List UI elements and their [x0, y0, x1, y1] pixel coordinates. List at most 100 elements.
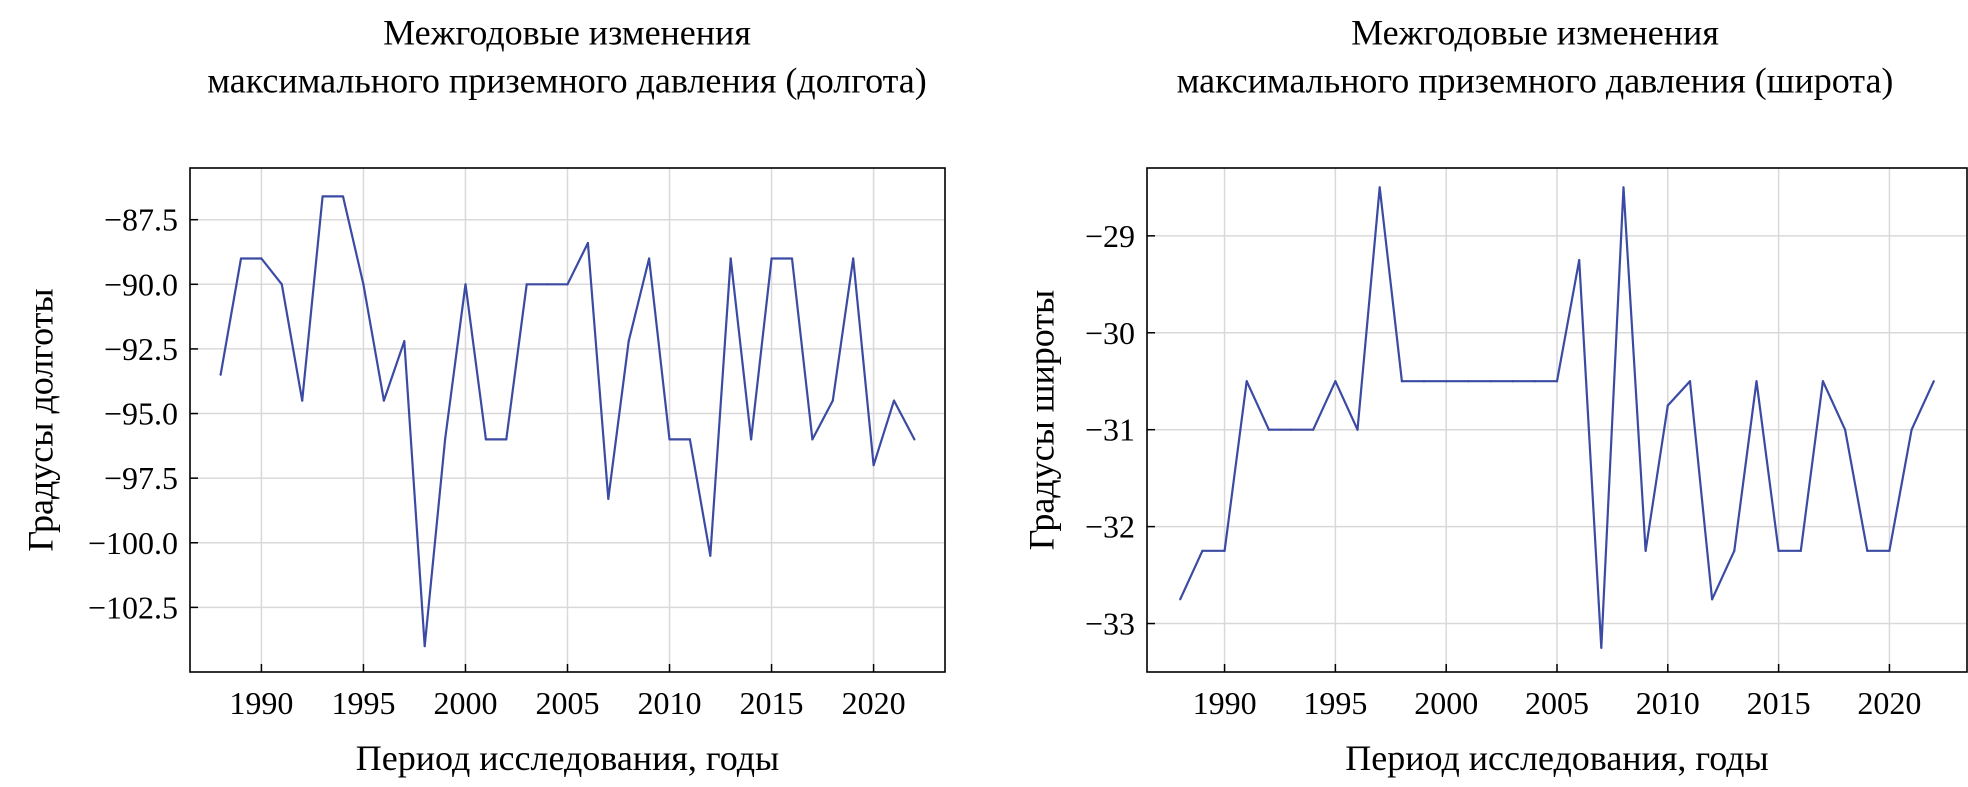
y-axis-label: Градусы долготы	[20, 288, 60, 551]
data-point	[709, 554, 712, 557]
chart-longitude: Межгодовые изменения максимального призем…	[20, 12, 946, 778]
data-point	[1445, 380, 1448, 383]
data-point	[341, 195, 345, 198]
data-point	[790, 257, 794, 260]
data-point	[1312, 428, 1315, 431]
data-point	[1378, 186, 1381, 189]
data-point	[1666, 404, 1669, 407]
data-point	[1245, 380, 1248, 383]
y-tick-label: −31	[1085, 412, 1135, 448]
x-tick-label: 2000	[1414, 685, 1478, 721]
data-point	[1267, 428, 1270, 431]
data-point	[811, 438, 814, 441]
data-point	[892, 399, 896, 402]
x-axis-label: Период исследования, годы	[356, 738, 779, 778]
y-tick-label: −30	[1085, 315, 1135, 351]
data-point	[852, 257, 855, 260]
data-point	[1223, 549, 1226, 552]
x-tick-label: 1990	[229, 685, 293, 721]
data-point	[1179, 598, 1182, 601]
data-point	[1400, 380, 1403, 383]
data-point	[239, 257, 243, 260]
data-point	[831, 399, 834, 402]
data-point	[321, 195, 324, 198]
data-point	[1644, 549, 1647, 552]
data-point	[1533, 380, 1536, 383]
data-point	[464, 283, 467, 286]
x-tick-label: 2015	[740, 685, 804, 721]
y-axis-label: Градусы широты	[1021, 290, 1061, 550]
x-tick-label: 2010	[638, 685, 702, 721]
y-tick-label: −100.0	[88, 525, 178, 561]
data-point	[1600, 646, 1603, 649]
data-point	[280, 283, 283, 286]
y-tick-label: −29	[1085, 218, 1135, 254]
data-point	[1888, 549, 1891, 552]
data-point	[423, 645, 426, 648]
y-tick-label: −97.5	[104, 460, 178, 496]
x-tick-label: 1995	[331, 685, 395, 721]
data-point	[1422, 380, 1426, 383]
x-tick-label: 2000	[433, 685, 497, 721]
y-tick-label: −33	[1085, 606, 1135, 642]
x-tick-label: 2020	[1857, 685, 1921, 721]
data-point	[1489, 380, 1492, 383]
x-tick-label: 2005	[536, 685, 600, 721]
x-tick-label: 1990	[1193, 685, 1257, 721]
x-tick-label: 1995	[1303, 685, 1367, 721]
chart-title-line-1: Межгодовые изменения	[1351, 12, 1719, 52]
y-tick-label: −87.5	[104, 202, 178, 238]
data-point	[1866, 549, 1869, 552]
data-point	[1356, 428, 1359, 431]
y-tick-label: −92.5	[104, 331, 178, 367]
data-point	[1688, 380, 1692, 383]
x-axis-label: Период исследования, годы	[1345, 738, 1768, 778]
data-point	[403, 340, 406, 343]
data-point	[1844, 428, 1847, 431]
data-point	[1910, 428, 1913, 431]
chart-title-line-1: Межгодовые изменения	[383, 12, 751, 52]
y-tick-label: −90.0	[104, 266, 178, 302]
x-tick-label: 2020	[842, 685, 906, 721]
data-point	[770, 257, 773, 260]
data-point	[525, 283, 528, 286]
data-point	[586, 241, 590, 245]
data-point	[750, 438, 753, 441]
data-point	[1334, 380, 1337, 383]
chart-latitude: Межгодовые изменения максимального призем…	[1021, 12, 1968, 778]
data-point	[1777, 549, 1780, 552]
data-point	[443, 438, 447, 441]
data-point	[688, 438, 692, 441]
data-point	[545, 283, 549, 286]
data-point	[1932, 380, 1935, 383]
data-point	[301, 399, 304, 402]
x-tick-label: 2010	[1636, 685, 1700, 721]
data-point	[1711, 598, 1714, 601]
y-tick-label: −32	[1085, 509, 1135, 545]
y-tick-label: −102.5	[88, 589, 178, 625]
data-point	[1467, 380, 1470, 383]
data-point	[872, 464, 875, 467]
data-point	[729, 257, 732, 260]
data-point	[913, 438, 916, 441]
data-point	[648, 257, 651, 260]
y-tick-label: −95.0	[104, 396, 178, 432]
data-point	[1821, 380, 1825, 383]
data-point	[668, 438, 671, 441]
data-point	[1578, 258, 1581, 262]
data-point	[260, 257, 263, 260]
data-point	[1555, 380, 1559, 383]
data-point	[1201, 549, 1204, 552]
data-point	[362, 283, 365, 286]
data-point	[1799, 549, 1802, 552]
x-tick-label: 2005	[1525, 685, 1589, 721]
data-point	[1289, 428, 1293, 431]
chart-title-line-2: максимального приземного давления (долго…	[207, 60, 927, 100]
data-point	[1755, 380, 1758, 383]
x-tick-label: 2015	[1747, 685, 1811, 721]
data-point	[607, 497, 610, 500]
data-point	[382, 399, 385, 402]
data-point	[1733, 549, 1736, 552]
data-point	[484, 438, 487, 441]
